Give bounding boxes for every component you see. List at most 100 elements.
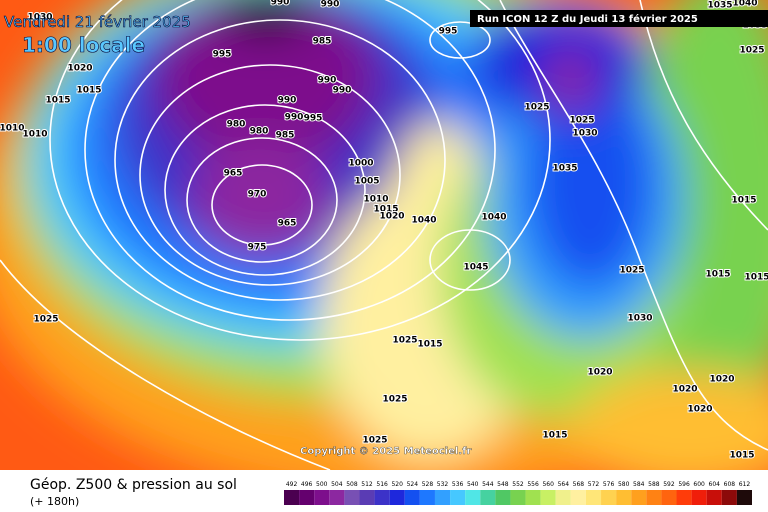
isobar-label: 1035: [552, 164, 577, 174]
isobar-label: 1030: [627, 314, 652, 324]
colorbar-label: 496: [301, 481, 313, 488]
isobar-label: 1020: [379, 212, 404, 222]
colorbar-swatch: [329, 490, 345, 505]
isobar-label: 1020: [687, 405, 712, 415]
isobar-label: 1025: [569, 116, 594, 126]
colorbar-swatch: [374, 490, 390, 505]
colorbar-swatch: [706, 490, 722, 505]
run-box: [470, 10, 768, 27]
isobar-label: 1010: [0, 124, 25, 134]
isobar-label: 1040: [481, 213, 506, 223]
colorbar-label: 600: [693, 481, 705, 488]
isobar-label: 1025: [362, 436, 387, 446]
colorbar-label: 608: [724, 481, 736, 488]
colorbar-swatch: [359, 490, 375, 505]
isobar-label: 1015: [373, 205, 398, 215]
time: 1:00 locale: [22, 33, 145, 57]
isobar-label: 1015: [542, 431, 567, 441]
colorbar-label: 516: [376, 481, 388, 488]
colorbar-label: 580: [618, 481, 630, 488]
colorbar-label: 564: [558, 481, 570, 488]
isobar-label: 975: [248, 243, 267, 253]
isobar-label: 1015: [731, 196, 756, 206]
colorbar-label: 492: [286, 481, 298, 488]
colorbar-swatch: [299, 490, 315, 505]
colorbar-swatch: [495, 490, 511, 505]
colorbar-swatch: [434, 490, 451, 505]
isobar-label: 1015: [744, 273, 768, 283]
colorbar-swatch: [450, 490, 466, 505]
isobar-label: 990: [321, 0, 340, 10]
isobar-label: 1020: [672, 385, 697, 395]
colorbar-swatch: [631, 490, 647, 505]
colorbar-swatch: [284, 490, 300, 505]
colorbar-label: 560: [542, 481, 554, 488]
footer-subtitle: (+ 180h): [30, 495, 79, 508]
colorbar-swatch: [344, 490, 360, 505]
colorbar-label: 548: [497, 481, 509, 488]
colorbar-swatch: [540, 490, 556, 505]
isobar-label: 965: [224, 169, 243, 179]
colorbar-swatch: [691, 490, 707, 505]
run: Run ICON 12 Z du Jeudi 13 février 2025: [477, 13, 698, 25]
isobar-label: 1025: [382, 395, 407, 405]
colorbar-swatch: [525, 490, 541, 505]
colorbar-label: 528: [422, 481, 434, 488]
isobar-label: 1020: [587, 368, 612, 378]
colorbar-label: 544: [482, 481, 494, 488]
colorbar-label: 584: [633, 481, 645, 488]
colorbar-label: 500: [316, 481, 328, 488]
colorbar-label: 592: [663, 481, 675, 488]
colorbar-label: 552: [512, 481, 524, 488]
isobar-label: 990: [271, 0, 290, 8]
isobar-label: 1000: [348, 159, 373, 169]
isobar-label: 1015: [729, 451, 754, 461]
colorbar-swatch: [419, 490, 435, 505]
colorbar-swatch: [676, 490, 692, 505]
isobar-label: 995: [304, 114, 323, 124]
isobars: [0, 0, 768, 470]
isobar-label: 990: [333, 86, 352, 96]
colorbar-label: 612: [739, 481, 751, 488]
isobar-label: 985: [313, 37, 332, 47]
colorbar-label: 504: [331, 481, 343, 488]
isobar-label: 1025: [392, 336, 417, 346]
colorbar-swatch: [661, 490, 677, 505]
colorbar-label: 508: [346, 481, 358, 488]
colorbar-label: 572: [588, 481, 600, 488]
isobar-label: 1030: [572, 129, 597, 139]
colorbar-swatch: [646, 490, 662, 505]
colorbar-swatch: [736, 490, 752, 505]
colorbar-label: 556: [527, 481, 539, 488]
isobar-label: 1025: [739, 46, 764, 56]
isobar-label: 1040: [732, 0, 757, 9]
colorbar-swatch: [570, 490, 586, 505]
colorbar-swatch: [721, 490, 737, 505]
colorbar-label: 576: [603, 481, 615, 488]
isobar-label: 990: [318, 76, 337, 86]
isobar-label: 1015: [76, 86, 101, 96]
isobar-label: 1010: [22, 130, 47, 140]
colorbar-swatch: [480, 490, 496, 505]
colorbar-swatch: [555, 490, 571, 505]
colorbar-label: 520: [391, 481, 403, 488]
isobar-label: 1020: [709, 375, 734, 385]
isobar-label: 1025: [524, 103, 549, 113]
colorbar-swatch: [404, 490, 420, 505]
isobar-label: 1045: [463, 263, 488, 273]
colorbar-swatch: [601, 490, 617, 505]
colorbar-label: 568: [573, 481, 585, 488]
isobar-label: 985: [276, 131, 295, 141]
isobar-label: 1015: [705, 270, 730, 280]
isobar-label: 1025: [33, 315, 58, 325]
date: Vendredi 21 février 2025: [4, 13, 191, 31]
isobar-label: 990: [278, 96, 297, 106]
isobar-label: 1015: [45, 96, 70, 106]
isobar-label: 1030: [27, 13, 52, 23]
isobar-label: 1010: [363, 195, 388, 205]
colorbar-label: 588: [648, 481, 660, 488]
colorbar-label: 532: [437, 481, 449, 488]
colorbar: 492 496 500 504 508 512 516 520 524 528 532 536 540 5…: [284, 481, 752, 505]
isobar-label: 970: [248, 190, 267, 200]
